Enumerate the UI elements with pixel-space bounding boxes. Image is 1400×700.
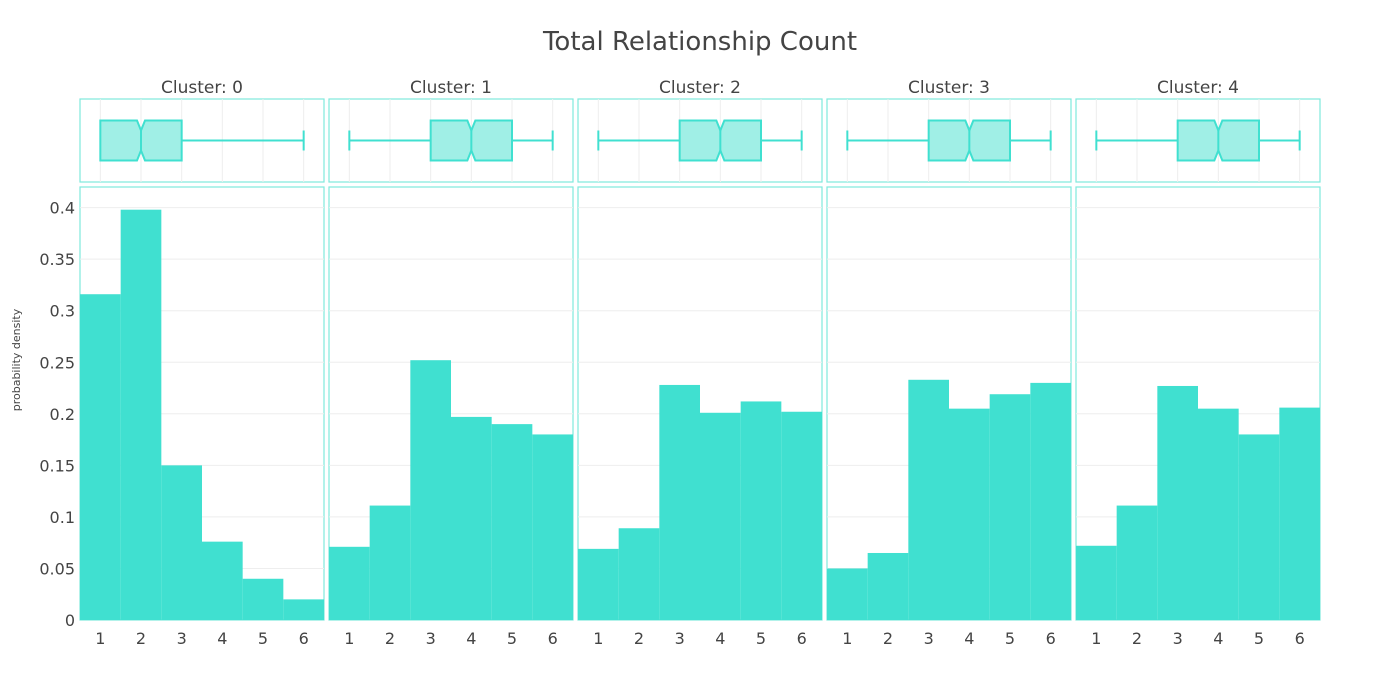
panel-title: Cluster: 0 — [161, 78, 243, 98]
x-tick-label: 1 — [842, 629, 852, 648]
x-tick-label: 6 — [797, 629, 807, 648]
x-tick-label: 4 — [1213, 629, 1223, 648]
y-tick-label: 0.25 — [39, 353, 75, 372]
panel-title: Cluster: 4 — [1157, 78, 1239, 98]
x-tick-label: 4 — [217, 629, 227, 648]
chart-title: Total Relationship Count — [542, 27, 857, 57]
x-tick-label: 2 — [883, 629, 893, 648]
x-tick-label: 3 — [924, 629, 934, 648]
histogram-bar — [949, 408, 990, 620]
y-tick-label: 0.1 — [50, 508, 75, 527]
x-tick-label: 6 — [1046, 629, 1056, 648]
x-tick-label: 4 — [466, 629, 476, 648]
panel-title: Cluster: 3 — [908, 78, 990, 98]
x-tick-label: 6 — [299, 629, 309, 648]
x-tick-label: 6 — [548, 629, 558, 648]
x-tick-label: 1 — [95, 629, 105, 648]
histogram-bar — [1238, 434, 1280, 620]
histogram-bar — [740, 401, 782, 620]
x-tick-label: 4 — [715, 629, 725, 648]
y-tick-label: 0 — [65, 611, 75, 630]
histogram-bar — [451, 416, 492, 620]
y-tick-label: 0.4 — [50, 199, 75, 218]
histogram-bar — [578, 548, 619, 620]
histogram-bar — [120, 209, 162, 620]
cluster-panel: Cluster: 3 1 2 3 4 5 6 — [826, 78, 1072, 648]
x-tick-label: 5 — [1254, 629, 1264, 648]
histogram-bar — [161, 465, 202, 620]
x-tick-label: 5 — [756, 629, 766, 648]
cluster-panel: Cluster: 4 1 2 3 4 5 6 — [1075, 78, 1321, 648]
histogram-bar — [329, 546, 370, 620]
x-tick-label: 2 — [136, 629, 146, 648]
y-tick-label: 0.05 — [39, 559, 75, 578]
histogram-bar — [989, 394, 1031, 620]
x-tick-label: 2 — [1132, 629, 1142, 648]
y-tick-label: 0.2 — [50, 405, 75, 424]
y-tick-label: 0.15 — [39, 456, 75, 475]
histogram-bar — [1198, 408, 1239, 620]
cluster-panel: Cluster: 1 1 2 3 4 5 6 — [328, 78, 574, 648]
cluster-panel: Cluster: 0 1 2 3 4 5 6 — [79, 78, 325, 648]
x-tick-label: 6 — [1295, 629, 1305, 648]
x-tick-label: 2 — [385, 629, 395, 648]
histogram-bar — [369, 505, 411, 620]
panel-title: Cluster: 2 — [659, 78, 741, 98]
histogram-bar — [827, 568, 868, 620]
histogram-bar — [80, 294, 121, 620]
y-tick-label: 0.3 — [50, 302, 75, 321]
histogram-bar — [1030, 382, 1071, 620]
panel-title: Cluster: 1 — [410, 78, 492, 98]
x-tick-label: 5 — [1005, 629, 1015, 648]
histogram-bar — [781, 411, 822, 620]
x-tick-label: 2 — [634, 629, 644, 648]
x-tick-label: 1 — [344, 629, 354, 648]
histogram-bar — [1076, 545, 1117, 620]
histogram-bar — [1157, 385, 1198, 620]
histogram-bar — [283, 599, 324, 620]
histogram-bar — [532, 434, 573, 620]
x-tick-label: 3 — [426, 629, 436, 648]
x-tick-label: 5 — [258, 629, 268, 648]
histogram-bar — [700, 412, 741, 620]
y-axis-title: probability density — [10, 308, 23, 411]
histogram-bar — [491, 424, 533, 620]
histogram-bar — [202, 541, 243, 620]
histogram-bar — [410, 360, 451, 620]
histogram-bar — [1279, 407, 1320, 620]
x-tick-label: 3 — [675, 629, 685, 648]
x-tick-label: 3 — [1173, 629, 1183, 648]
x-tick-label: 1 — [1091, 629, 1101, 648]
cluster-panel: Cluster: 2 1 2 3 4 5 6 — [577, 78, 823, 648]
histogram-bar — [659, 384, 700, 620]
histogram-bar — [618, 528, 660, 620]
histogram-bar — [1116, 505, 1158, 620]
x-tick-label: 3 — [177, 629, 187, 648]
histogram-bar — [867, 552, 909, 620]
y-tick-label: 0.35 — [39, 250, 75, 269]
histogram-bar — [242, 578, 284, 620]
x-tick-label: 5 — [507, 629, 517, 648]
y-axis: 0 0.05 0.1 0.15 0.2 0.25 0.3 0.35 0.4 — [39, 199, 75, 630]
x-tick-label: 1 — [593, 629, 603, 648]
histogram-bar — [908, 379, 949, 620]
x-tick-label: 4 — [964, 629, 974, 648]
